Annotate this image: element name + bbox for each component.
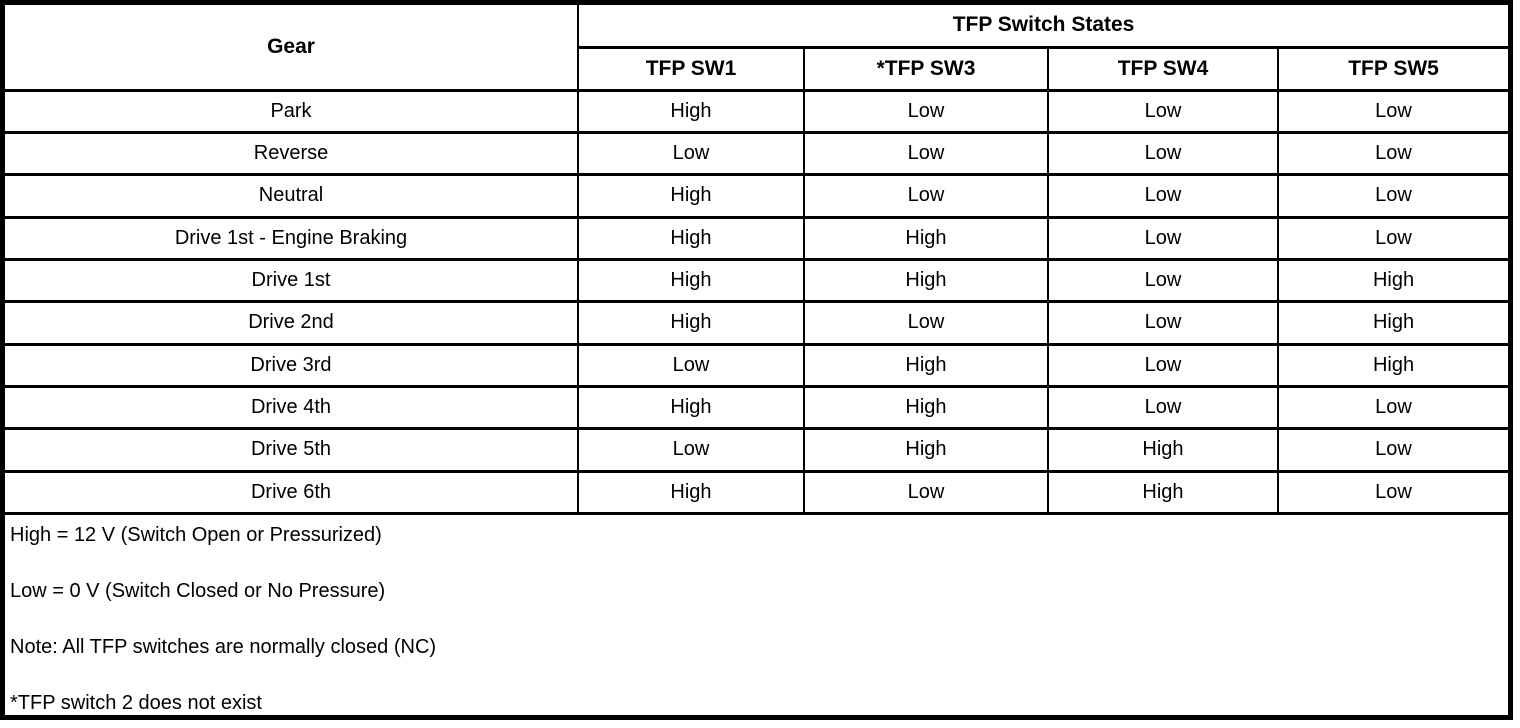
tfp-sw5-cell: Low <box>1276 427 1508 473</box>
tfp-sw4-cell: Low <box>1047 88 1279 134</box>
tfp-sw4-cell: High <box>1047 469 1279 516</box>
group-header-row: Gear TFP Switch States <box>5 5 1508 92</box>
gear-cell: Drive 6th <box>5 469 579 516</box>
table-row: Drive 6th High Low High Low <box>5 469 1508 516</box>
tfp-sw3-cell: Low <box>803 300 1049 346</box>
tfp-sw1-cell: High <box>577 88 805 134</box>
tfp-sw4-cell: Low <box>1047 384 1279 431</box>
tfp-sw5-cell: Low <box>1276 88 1508 134</box>
tfp-sw5-cell: Low <box>1276 130 1508 177</box>
gear-cell: Drive 4th <box>5 384 579 431</box>
tfp-sw1-cell: High <box>577 257 805 304</box>
tfp-sw1-cell: High <box>577 300 805 346</box>
tfp-sw3-cell: High <box>803 384 1049 431</box>
tfp-sw3-cell: Low <box>803 469 1049 516</box>
tfp-sw5-cell: Low <box>1276 384 1508 431</box>
note-low-definition: Low = 0 V (Switch Closed or No Pressure) <box>10 580 386 602</box>
tfp-sw3-cell: High <box>803 257 1049 304</box>
tfp-sw5-cell: Low <box>1276 469 1508 516</box>
note-normally-closed: Note: All TFP switches are normally clos… <box>10 636 437 658</box>
gear-cell: Drive 5th <box>5 427 579 473</box>
gear-cell: Neutral <box>5 173 579 219</box>
tfp-sw4-cell: Low <box>1047 342 1279 388</box>
notes-section: High = 12 V (Switch Open or Pressurized)… <box>5 515 1508 715</box>
gear-cell: Drive 1st - Engine Braking <box>5 215 579 261</box>
table-row: Drive 4th High High Low Low <box>5 384 1508 431</box>
column-header-tfp-sw5: TFP SW5 <box>1276 45 1508 92</box>
column-header-tfp-sw3: *TFP SW3 <box>803 45 1049 92</box>
tfp-sw4-cell: Low <box>1047 300 1279 346</box>
table-row: Park High Low Low Low <box>5 88 1508 134</box>
column-header-tfp-sw4: TFP SW4 <box>1047 45 1279 92</box>
table-row: Drive 1st High High Low High <box>5 257 1508 304</box>
tfp-sw4-cell: Low <box>1047 257 1279 304</box>
tfp-sw4-cell: Low <box>1047 130 1279 177</box>
table-row: Neutral High Low Low Low <box>5 173 1508 219</box>
tfp-sw3-cell: High <box>803 342 1049 388</box>
gear-column-header: Gear <box>5 5 579 92</box>
tfp-sw3-cell: High <box>803 427 1049 473</box>
tfp-sw1-cell: Low <box>577 130 805 177</box>
tfp-sw1-cell: High <box>577 469 805 516</box>
tfp-sw1-cell: High <box>577 215 805 261</box>
gear-cell: Drive 1st <box>5 257 579 304</box>
tfp-sw3-cell: Low <box>803 130 1049 177</box>
gear-cell: Drive 2nd <box>5 300 579 346</box>
tfp-sw1-cell: Low <box>577 342 805 388</box>
note-high-definition: High = 12 V (Switch Open or Pressurized) <box>10 524 382 546</box>
group-header-tfp-switch-states: TFP Switch States <box>576 5 1508 49</box>
tfp-sw4-cell: High <box>1047 427 1279 473</box>
tfp-sw5-cell: High <box>1276 257 1508 304</box>
table-row: Drive 1st - Engine Braking High High Low… <box>5 215 1508 261</box>
table-row: Drive 3rd Low High Low High <box>5 342 1508 388</box>
tfp-sw4-cell: Low <box>1047 215 1279 261</box>
note-switch-2-absent: *TFP switch 2 does not exist <box>10 692 262 714</box>
gear-cell: Drive 3rd <box>5 342 579 388</box>
gear-cell: Park <box>5 88 579 134</box>
tfp-sw5-cell: High <box>1276 300 1508 346</box>
tfp-sw3-cell: High <box>803 215 1049 261</box>
tfp-sw5-cell: Low <box>1276 173 1508 219</box>
column-header-tfp-sw1: TFP SW1 <box>578 45 805 92</box>
gear-cell: Reverse <box>5 130 579 177</box>
tfp-sw3-cell: Low <box>803 88 1049 134</box>
table-row: Drive 5th Low High High Low <box>5 427 1508 473</box>
tfp-sw4-cell: Low <box>1047 173 1279 219</box>
table-row: Reverse Low Low Low Low <box>5 130 1508 177</box>
tfp-sw1-cell: High <box>577 384 805 431</box>
tfp-sw1-cell: Low <box>577 427 805 473</box>
tfp-sw5-cell: Low <box>1276 215 1508 261</box>
table-row: Drive 2nd High Low Low High <box>5 300 1508 346</box>
tfp-switch-states-table: Gear TFP Switch States TFP SW1 *TFP SW3 … <box>5 5 1508 516</box>
tfp-sw3-cell: Low <box>803 173 1049 219</box>
tfp-sw1-cell: High <box>577 173 805 219</box>
switch-header-row: TFP SW1 *TFP SW3 TFP SW4 TFP SW5 <box>5 45 1508 92</box>
tfp-sw5-cell: High <box>1276 342 1508 388</box>
